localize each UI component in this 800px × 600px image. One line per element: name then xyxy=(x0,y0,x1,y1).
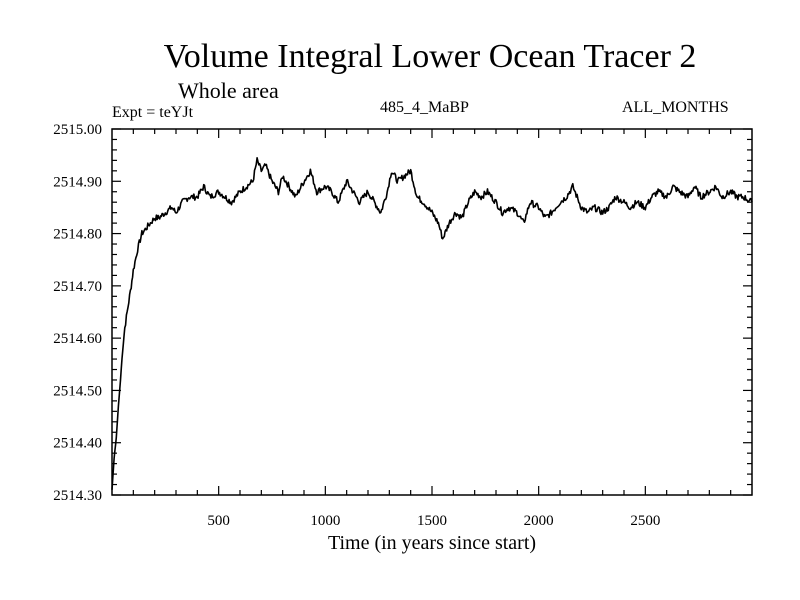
y-tick-label: 2514.50 xyxy=(53,383,102,399)
x-tick-label: 1500 xyxy=(417,513,447,529)
x-tick-label: 1000 xyxy=(310,513,340,529)
x-tick-label: 2500 xyxy=(630,513,660,529)
y-tick-label: 2514.40 xyxy=(53,436,102,452)
x-tick-label: 2000 xyxy=(524,513,554,529)
chart-subtitle: Whole area xyxy=(178,78,279,103)
plot-frame xyxy=(111,128,753,496)
series-group xyxy=(111,157,753,490)
y-tick-label: 2515.00 xyxy=(53,122,102,138)
y-tick-label: 2514.60 xyxy=(53,331,102,347)
chart-title: Volume Integral Lower Ocean Tracer 2 xyxy=(163,38,697,75)
experiment-label: Expt = teYJt xyxy=(112,104,194,121)
tick-group xyxy=(112,128,752,496)
y-tick-label: 2514.80 xyxy=(53,227,102,243)
series-line xyxy=(111,157,753,490)
x-tick-label: 500 xyxy=(207,513,230,529)
months-label: ALL_MONTHS xyxy=(622,99,729,116)
x-axis-title: Time (in years since start) xyxy=(327,532,537,554)
tick-label-group: 500 1000 1500 2000 2500 2514.30 2514.40 2514.50… xyxy=(53,122,660,529)
y-tick-label: 2514.90 xyxy=(53,174,102,190)
run-label: 485_4_MaBP xyxy=(380,99,469,116)
y-tick-label: 2514.70 xyxy=(53,279,102,295)
y-tick-label: 2514.30 xyxy=(53,488,102,504)
